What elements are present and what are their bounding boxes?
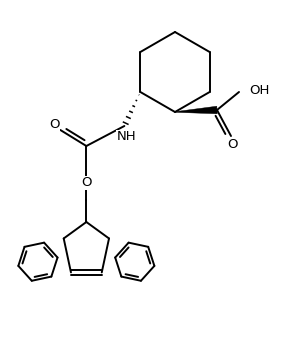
Text: NH: NH xyxy=(117,131,136,143)
Text: O: O xyxy=(228,138,238,151)
Text: O: O xyxy=(81,177,92,190)
Polygon shape xyxy=(175,106,217,114)
Text: O: O xyxy=(49,119,59,132)
Text: OH: OH xyxy=(249,83,269,97)
